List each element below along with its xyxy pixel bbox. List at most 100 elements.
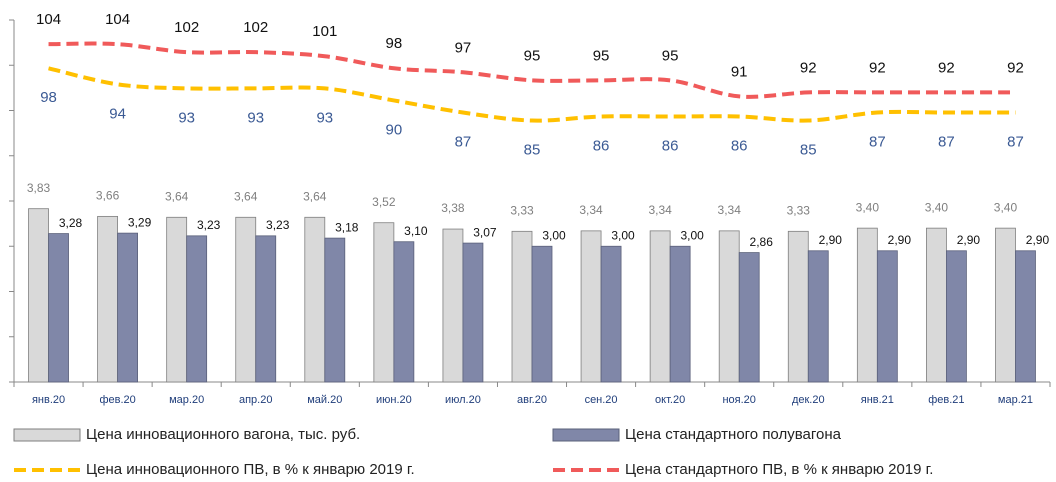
bar-value-label: 3,40 <box>994 200 1018 214</box>
bar <box>462 242 484 383</box>
bar-value-label: 3,33 <box>510 203 534 217</box>
line-value-label: 93 <box>316 109 333 126</box>
line-value-label: 87 <box>938 133 955 150</box>
bar-value-label: 3,64 <box>165 189 189 203</box>
bar-value-label: 3,33 <box>787 203 811 217</box>
bar-value-label: 3,34 <box>648 203 672 217</box>
bar <box>718 230 740 383</box>
bar <box>186 235 208 383</box>
bar <box>995 227 1016 383</box>
x-tick-label: мар.20 <box>169 394 204 406</box>
line <box>48 66 1016 123</box>
line-value-label: 102 <box>243 19 268 36</box>
x-tick-label: окт.20 <box>655 394 685 406</box>
x-tick-label: май.20 <box>307 394 342 406</box>
bar-value-label: 2,86 <box>750 235 774 249</box>
line-value-label: 94 <box>109 105 126 122</box>
bar <box>876 250 898 383</box>
legend-label: Цена стандартного ПВ, в % к январю 2019 … <box>625 461 933 478</box>
line-value-label: 98 <box>40 89 57 106</box>
line-value-label: 95 <box>524 47 541 64</box>
x-tick-label: сен.20 <box>585 394 618 406</box>
bar-value-label: 3,07 <box>473 225 497 239</box>
line-value-label: 92 <box>869 59 886 76</box>
legend-label: Цена стандартного полувагона <box>625 426 842 443</box>
bar-value-label: 3,34 <box>579 203 603 217</box>
bar <box>117 232 138 383</box>
bar-value-label: 2,90 <box>819 233 843 247</box>
bar <box>669 245 691 383</box>
legend-label: Цена инновационного ПВ, в % к январю 201… <box>86 461 415 478</box>
x-tick-label: ноя.20 <box>722 394 755 406</box>
line <box>48 41 1016 99</box>
x-tick-label: мар.21 <box>998 394 1033 406</box>
bar <box>946 250 967 383</box>
bar-value-label: 3,00 <box>611 228 635 242</box>
bar <box>580 230 602 383</box>
bar-value-label: 3,34 <box>718 203 742 217</box>
bar <box>738 252 760 383</box>
bar <box>926 227 947 383</box>
bar <box>856 227 878 383</box>
bar-value-label: 2,90 <box>888 233 912 247</box>
line-value-label: 95 <box>662 47 679 64</box>
bar-value-label: 3,64 <box>303 189 327 203</box>
bar <box>255 235 277 383</box>
bar-value-label: 3,64 <box>234 189 258 203</box>
line-value-label: 93 <box>247 109 264 126</box>
x-tick-label: дек.20 <box>792 394 825 406</box>
bar <box>373 222 395 383</box>
line-value-label: 85 <box>524 142 541 159</box>
bar-value-label: 3,00 <box>680 228 704 242</box>
line-value-label: 92 <box>1007 59 1024 76</box>
line-value-label: 98 <box>386 35 403 52</box>
bar <box>48 233 69 383</box>
x-tick-label: фев.21 <box>928 394 964 406</box>
bar-value-label: 3,52 <box>372 195 396 209</box>
bar-value-label: 3,29 <box>128 215 152 229</box>
bar-value-label: 3,40 <box>856 200 880 214</box>
bar-value-label: 2,90 <box>1026 233 1050 247</box>
bar-value-label: 3,23 <box>197 218 221 232</box>
line-value-label: 93 <box>178 109 195 126</box>
line-value-label: 86 <box>593 138 610 155</box>
bar <box>531 245 553 383</box>
bar <box>97 215 118 383</box>
x-tick-label: фев.20 <box>99 394 135 406</box>
legend-swatch <box>552 428 620 442</box>
x-tick-label: янв.21 <box>861 394 894 406</box>
legend-swatch <box>13 428 81 442</box>
bar <box>807 250 829 383</box>
line-value-label: 95 <box>593 47 610 64</box>
line-value-label: 92 <box>800 59 817 76</box>
bar <box>166 216 188 383</box>
x-tick-label: июн.20 <box>376 394 412 406</box>
bar-value-label: 3,38 <box>441 201 465 215</box>
line-value-label: 92 <box>938 59 955 76</box>
bar-value-label: 3,00 <box>542 228 566 242</box>
x-tick-label: авг.20 <box>517 394 547 406</box>
line-value-label: 85 <box>800 142 817 159</box>
line-value-label: 90 <box>386 121 403 138</box>
bar <box>324 237 346 383</box>
bar-value-label: 3,18 <box>335 220 359 234</box>
line-value-label: 104 <box>105 11 130 28</box>
line-value-label: 87 <box>869 133 886 150</box>
bar <box>393 241 415 383</box>
bar <box>235 216 257 383</box>
line-value-label: 87 <box>455 133 472 150</box>
bar-value-label: 3,40 <box>925 200 949 214</box>
line-value-label: 104 <box>36 11 61 28</box>
bar <box>304 216 326 383</box>
bar <box>649 230 671 383</box>
bar <box>1015 250 1036 383</box>
line-value-label: 91 <box>731 63 748 80</box>
line-value-label: 101 <box>312 23 337 40</box>
bar-value-label: 3,10 <box>404 224 428 238</box>
bar <box>28 208 49 383</box>
x-tick-label: янв.20 <box>32 394 65 406</box>
bar <box>600 245 622 383</box>
bar-value-label: 3,28 <box>59 216 83 230</box>
line-value-label: 86 <box>731 138 748 155</box>
